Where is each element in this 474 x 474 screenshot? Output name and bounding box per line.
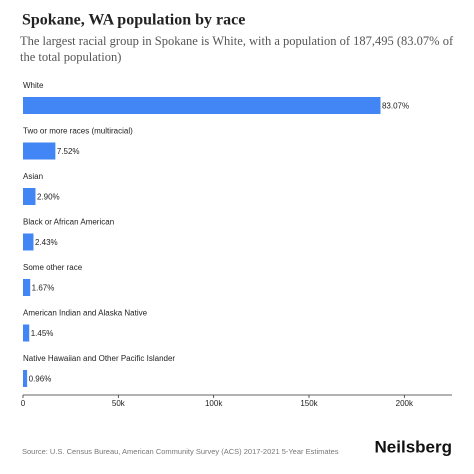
bar xyxy=(23,324,30,342)
x-tick-label: 0 xyxy=(21,399,26,408)
chart-subtitle: The largest racial group in Spokane is W… xyxy=(20,34,454,64)
chart-title: Spokane, WA population by race xyxy=(22,12,245,29)
value-label: 1.67% xyxy=(32,284,55,293)
value-label: 7.52% xyxy=(57,147,80,156)
category-label: Some other race xyxy=(23,263,83,272)
x-tick-label: 200k xyxy=(396,399,414,408)
category-label: Native Hawaiian and Other Pacific Island… xyxy=(23,354,175,363)
category-label: White xyxy=(23,81,44,90)
x-tick-label: 150k xyxy=(300,399,318,408)
category-label: Two or more races (multiracial) xyxy=(23,127,133,136)
bar xyxy=(23,142,56,160)
subtitle-box: The largest racial group in Spokane is W… xyxy=(20,34,454,64)
bar xyxy=(23,370,28,387)
x-tick-label: 100k xyxy=(205,399,223,408)
bar xyxy=(23,188,36,205)
bar xyxy=(23,233,34,251)
x-tick-label: 50k xyxy=(112,399,126,408)
value-label: 83.07% xyxy=(382,102,409,111)
brand: Neilsberg xyxy=(375,437,452,456)
bar xyxy=(23,279,31,296)
category-label: Black or African American xyxy=(23,218,114,227)
bar xyxy=(23,97,381,114)
value-label: 2.90% xyxy=(37,193,60,202)
value-label: 2.43% xyxy=(35,238,58,247)
category-label: Asian xyxy=(23,172,43,181)
category-label: American Indian and Alaska Native xyxy=(23,309,148,318)
value-label: 1.45% xyxy=(31,329,54,338)
value-label: 0.96% xyxy=(29,375,52,384)
source: Source: U.S. Census Bureau, American Com… xyxy=(22,447,339,456)
